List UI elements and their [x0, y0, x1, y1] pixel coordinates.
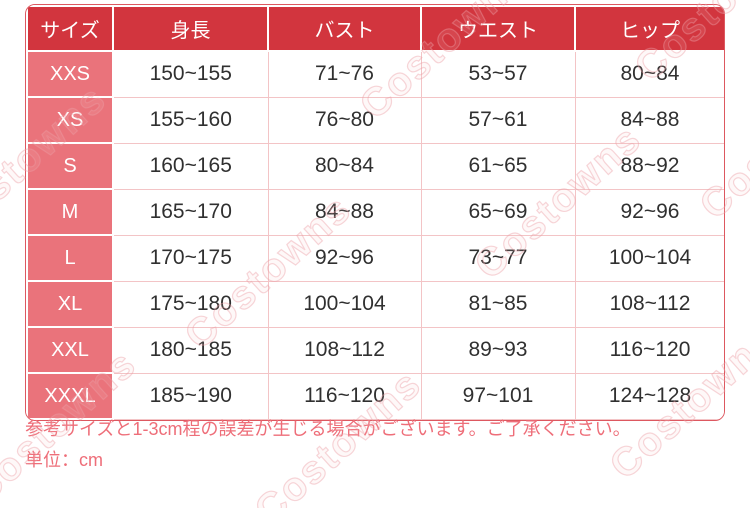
- measure-cell: 116~120: [574, 326, 724, 374]
- measure-cell: 124~128: [574, 372, 724, 420]
- measure-cell: 97~101: [420, 372, 576, 420]
- notes: 参考サイズと1-3cm程の誤差が生じる場合がございます。ご了承ください。 単位：…: [25, 414, 631, 476]
- measure-cell: 80~84: [574, 50, 724, 98]
- size-label-cell: XXL: [26, 326, 114, 374]
- measure-cell: 81~85: [420, 280, 576, 328]
- measure-cell: 73~77: [420, 234, 576, 282]
- measure-cell: 180~185: [112, 326, 269, 374]
- table-row: M 165~170 84~88 65~69 92~96: [26, 188, 724, 236]
- measure-cell: 108~112: [267, 326, 422, 374]
- measure-cell: 61~65: [420, 142, 576, 190]
- measure-cell: 155~160: [112, 96, 269, 144]
- measure-cell: 108~112: [574, 280, 724, 328]
- size-label-cell: L: [26, 234, 114, 282]
- measure-cell: 89~93: [420, 326, 576, 374]
- column-header: ヒップ: [574, 5, 724, 52]
- size-label-cell: S: [26, 142, 114, 190]
- size-label-cell: XL: [26, 280, 114, 328]
- table-row: XXS 150~155 71~76 53~57 80~84: [26, 50, 724, 98]
- column-header: バスト: [267, 5, 422, 52]
- measure-cell: 185~190: [112, 372, 269, 420]
- header-row: サイズ 身長 バスト ウエスト ヒップ: [26, 5, 724, 52]
- measure-cell: 160~165: [112, 142, 269, 190]
- measure-cell: 175~180: [112, 280, 269, 328]
- measure-cell: 76~80: [267, 96, 422, 144]
- measure-cell: 92~96: [267, 234, 422, 282]
- measure-cell: 65~69: [420, 188, 576, 236]
- measure-cell: 92~96: [574, 188, 724, 236]
- measure-cell: 100~104: [574, 234, 724, 282]
- measure-cell: 150~155: [112, 50, 269, 98]
- column-header: 身長: [112, 5, 269, 52]
- table-row: XL 175~180 100~104 81~85 108~112: [26, 280, 724, 328]
- measure-cell: 71~76: [267, 50, 422, 98]
- measure-cell: 170~175: [112, 234, 269, 282]
- note-tolerance: 参考サイズと1-3cm程の誤差が生じる場合がございます。ご了承ください。: [25, 419, 631, 439]
- measure-cell: 100~104: [267, 280, 422, 328]
- column-header: ウエスト: [420, 5, 576, 52]
- measure-cell: 165~170: [112, 188, 269, 236]
- measure-cell: 53~57: [420, 50, 576, 98]
- table-row: XXXL 185~190 116~120 97~101 124~128: [26, 372, 724, 420]
- size-label-cell: XXS: [26, 50, 114, 98]
- size-label-cell: M: [26, 188, 114, 236]
- table-row: L 170~175 92~96 73~77 100~104: [26, 234, 724, 282]
- measure-cell: 57~61: [420, 96, 576, 144]
- size-label-cell: XXXL: [26, 372, 114, 420]
- size-table: サイズ 身長 バスト ウエスト ヒップ XXS 150~155 71~76 53~57 80~8…: [26, 5, 724, 420]
- measure-cell: 80~84: [267, 142, 422, 190]
- size-table-body: XXS 150~155 71~76 53~57 80~84 XS 155~160 76~80 5…: [26, 50, 724, 420]
- measure-cell: 84~88: [574, 96, 724, 144]
- table-row: XS 155~160 76~80 57~61 84~88: [26, 96, 724, 144]
- column-header: サイズ: [26, 5, 114, 52]
- size-table-container: サイズ 身長 バスト ウエスト ヒップ XXS 150~155 71~76 53~57 80~8…: [25, 4, 725, 421]
- table-row: S 160~165 80~84 61~65 88~92: [26, 142, 724, 190]
- measure-cell: 88~92: [574, 142, 724, 190]
- measure-cell: 116~120: [267, 372, 422, 420]
- note-unit: 単位：cm: [25, 450, 103, 470]
- size-label-cell: XS: [26, 96, 114, 144]
- measure-cell: 84~88: [267, 188, 422, 236]
- table-row: XXL 180~185 108~112 89~93 116~120: [26, 326, 724, 374]
